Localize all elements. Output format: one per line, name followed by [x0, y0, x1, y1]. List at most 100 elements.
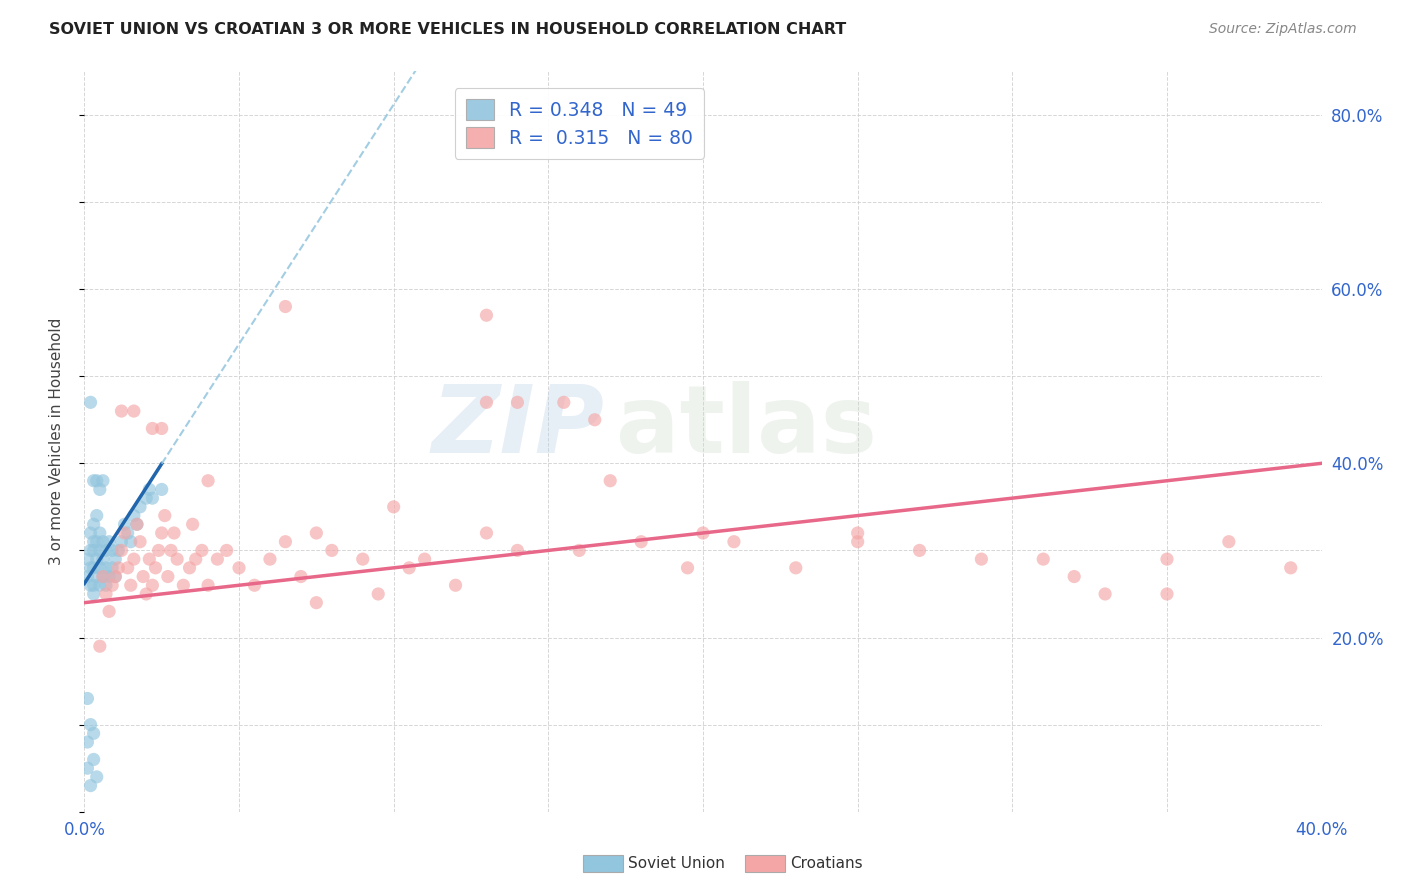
Point [1156, 587, 1178, 601]
Point [89, 543, 111, 558]
Point [89, 578, 111, 592]
Point [122, 404, 145, 418]
Point [352, 552, 374, 566]
Point [228, 561, 250, 575]
Point [215, 543, 238, 558]
Point [475, 395, 498, 409]
Point [79, 561, 101, 575]
Point [846, 534, 869, 549]
Point [89, 561, 111, 575]
Point [86, 569, 108, 583]
Point [114, 526, 136, 541]
Point [908, 543, 931, 558]
Point [104, 569, 127, 583]
Point [367, 587, 389, 601]
Point [583, 413, 606, 427]
Point [98, 569, 121, 583]
Point [413, 552, 436, 566]
Point [114, 517, 136, 532]
Point [79, 526, 101, 541]
Point [150, 421, 173, 435]
Point [1094, 587, 1116, 601]
Point [153, 508, 176, 523]
Point [76, 691, 98, 706]
Point [86, 770, 108, 784]
Point [76, 552, 98, 566]
Point [89, 483, 111, 497]
Point [79, 395, 101, 409]
Point [676, 561, 699, 575]
Point [398, 561, 420, 575]
Point [91, 534, 114, 549]
Point [101, 578, 124, 592]
Point [83, 534, 105, 549]
Point [117, 561, 139, 575]
Point [506, 543, 529, 558]
Point [94, 578, 117, 592]
Point [150, 526, 173, 541]
Point [135, 491, 157, 505]
Point [1279, 561, 1302, 575]
Text: Soviet Union: Soviet Union [628, 856, 725, 871]
Point [138, 483, 160, 497]
Point [274, 300, 297, 314]
Point [101, 543, 124, 558]
Point [91, 569, 114, 583]
Point [83, 726, 105, 740]
Point [141, 578, 163, 592]
Point [76, 735, 98, 749]
Point [132, 569, 155, 583]
Point [475, 308, 498, 322]
Point [172, 578, 194, 592]
Point [243, 578, 266, 592]
Point [148, 543, 170, 558]
Point [179, 561, 201, 575]
Legend: R = 0.348   N = 49, R =  0.315   N = 80: R = 0.348 N = 49, R = 0.315 N = 80 [454, 88, 704, 159]
Point [107, 561, 129, 575]
Point [122, 552, 145, 566]
Point [83, 578, 105, 592]
Point [630, 534, 652, 549]
Point [86, 474, 108, 488]
Point [120, 534, 142, 549]
Point [98, 604, 121, 618]
Point [129, 500, 152, 514]
Point [1156, 552, 1178, 566]
Point [274, 534, 297, 549]
Point [184, 552, 207, 566]
Point [86, 508, 108, 523]
Point [94, 543, 117, 558]
Y-axis label: 3 or more Vehicles in Household: 3 or more Vehicles in Household [49, 318, 63, 566]
Point [86, 534, 108, 549]
Point [305, 526, 328, 541]
Point [145, 561, 167, 575]
Point [1032, 552, 1054, 566]
Point [101, 561, 124, 575]
Point [79, 543, 101, 558]
Point [599, 474, 621, 488]
Point [191, 543, 214, 558]
Point [129, 534, 152, 549]
Point [125, 517, 148, 532]
Point [122, 508, 145, 523]
Point [110, 404, 132, 418]
Point [83, 752, 105, 766]
Point [197, 578, 219, 592]
Point [444, 578, 467, 592]
Point [125, 517, 148, 532]
Point [86, 552, 108, 566]
Point [83, 561, 105, 575]
Point [166, 552, 188, 566]
Point [104, 569, 127, 583]
Point [89, 526, 111, 541]
Point [197, 474, 219, 488]
Point [83, 543, 105, 558]
Text: ZIP: ZIP [432, 381, 605, 473]
Point [259, 552, 281, 566]
Point [475, 526, 498, 541]
Point [382, 500, 405, 514]
Point [138, 552, 160, 566]
Point [91, 569, 114, 583]
Point [104, 552, 127, 566]
Point [156, 569, 179, 583]
